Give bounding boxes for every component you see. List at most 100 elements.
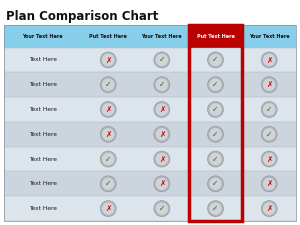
Polygon shape [81,47,135,72]
Text: Text Here: Text Here [29,132,57,137]
Text: ✗: ✗ [159,179,165,188]
Polygon shape [242,97,296,122]
Text: ✗: ✗ [266,204,272,213]
Circle shape [102,153,114,165]
Circle shape [100,101,116,117]
Text: Text Here: Text Here [29,82,57,87]
Polygon shape [189,97,242,122]
Circle shape [154,201,170,217]
Polygon shape [4,196,81,221]
Circle shape [263,178,275,190]
Text: ✓: ✓ [212,155,219,164]
Circle shape [102,178,114,190]
Text: ✗: ✗ [105,130,111,139]
Circle shape [156,128,168,140]
Circle shape [100,52,116,68]
Circle shape [208,52,224,68]
Polygon shape [135,171,189,196]
Polygon shape [135,47,189,72]
Polygon shape [189,196,242,221]
Polygon shape [4,171,81,196]
Text: ✗: ✗ [105,55,111,64]
Text: Plan Comparison Chart: Plan Comparison Chart [6,10,158,23]
Polygon shape [189,147,242,171]
Polygon shape [81,122,135,147]
Text: Text Here: Text Here [29,206,57,211]
Text: ✓: ✓ [212,55,219,64]
Circle shape [102,54,114,66]
Text: ✓: ✓ [212,179,219,188]
Text: ✓: ✓ [266,105,272,114]
Polygon shape [81,97,135,122]
Text: ✗: ✗ [266,155,272,164]
Polygon shape [242,122,296,147]
Polygon shape [242,147,296,171]
Polygon shape [81,25,135,47]
Circle shape [261,77,277,93]
Circle shape [154,77,170,93]
Polygon shape [189,25,242,47]
Text: ✓: ✓ [212,105,219,114]
Polygon shape [4,147,81,171]
Text: Text Here: Text Here [29,157,57,162]
Circle shape [209,202,222,215]
Circle shape [208,126,224,142]
Circle shape [208,77,224,93]
Circle shape [100,151,116,167]
Polygon shape [81,72,135,97]
Circle shape [209,54,222,66]
Polygon shape [4,25,81,47]
Text: ✗: ✗ [105,105,111,114]
Circle shape [154,101,170,117]
Text: ✗: ✗ [159,130,165,139]
Text: ✓: ✓ [159,80,165,89]
Polygon shape [135,25,189,47]
Circle shape [261,201,277,217]
Text: Put Text Here: Put Text Here [89,34,127,39]
Circle shape [263,79,275,91]
Polygon shape [242,47,296,72]
Circle shape [100,201,116,217]
Polygon shape [189,47,242,72]
Circle shape [209,79,222,91]
Circle shape [154,52,170,68]
Circle shape [263,103,275,116]
Text: ✓: ✓ [159,204,165,213]
Circle shape [261,176,277,192]
Polygon shape [189,171,242,196]
Text: ✗: ✗ [159,155,165,164]
Polygon shape [242,25,296,47]
Polygon shape [4,72,81,97]
Circle shape [261,126,277,142]
Circle shape [261,52,277,68]
Circle shape [263,202,275,215]
Polygon shape [4,122,81,147]
Circle shape [100,126,116,142]
Polygon shape [81,171,135,196]
Circle shape [209,128,222,140]
Circle shape [102,103,114,116]
Circle shape [154,176,170,192]
Text: Your Text Here: Your Text Here [249,34,290,39]
Text: ✓: ✓ [212,130,219,139]
Circle shape [261,151,277,167]
Text: ✗: ✗ [105,204,111,213]
Text: ✓: ✓ [266,130,272,139]
Text: ✓: ✓ [212,204,219,213]
Text: Text Here: Text Here [29,107,57,112]
Circle shape [263,153,275,165]
Polygon shape [135,122,189,147]
Circle shape [102,202,114,215]
Circle shape [208,176,224,192]
Polygon shape [81,147,135,171]
Text: ✓: ✓ [105,80,111,89]
Circle shape [156,79,168,91]
Circle shape [154,126,170,142]
Circle shape [209,153,222,165]
Circle shape [100,176,116,192]
Circle shape [102,128,114,140]
Polygon shape [135,147,189,171]
Circle shape [261,101,277,117]
Polygon shape [242,171,296,196]
Polygon shape [242,196,296,221]
